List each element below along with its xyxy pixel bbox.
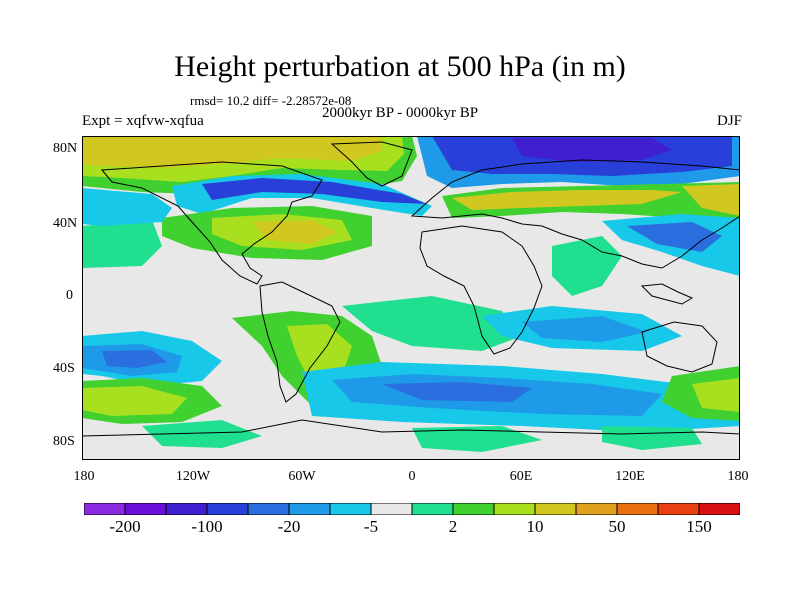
lat-label-40s: 40S (53, 361, 75, 376)
lon-label-60e: 60E (509, 469, 533, 484)
field-arctic-gold (82, 136, 382, 168)
colorbar-label: 2 (448, 517, 458, 536)
field-antarctic-teal (142, 420, 262, 448)
colorbar-swatch (411, 503, 454, 515)
colorbar-swatch (124, 503, 167, 515)
field-sw-pacific-lime (82, 386, 187, 416)
colorbar-swatch (165, 503, 208, 515)
map-subtitle: 2000kyr BP - 0000kyr BP (321, 105, 479, 121)
lon-label-180e: 180 (727, 469, 749, 484)
field-se-pacific-lime (692, 378, 740, 412)
colorbar-label: -100 (191, 517, 223, 536)
lat-label-40n: 40N (53, 216, 78, 231)
lon-label-120w: 120W (175, 469, 211, 484)
height-perturbation-map (82, 136, 740, 460)
field-eurasia-yellow (452, 190, 682, 210)
colorbar-swatch (575, 503, 618, 515)
colorbar-swatch (329, 503, 372, 515)
colorbar-swatch (616, 503, 659, 515)
coast-greenland (330, 141, 413, 187)
colorbar-swatch (84, 503, 126, 515)
field-siberia-dark (512, 138, 672, 162)
map-title: Height perturbation at 500 hPa (in m) (174, 50, 626, 83)
lat-label-0: 0 (66, 288, 73, 303)
colorbar-label: -5 (363, 517, 379, 536)
field-south-indian-blue (522, 316, 647, 342)
field-south-pacific-blue (102, 350, 167, 368)
coast-north-america (100, 161, 323, 285)
colorbar-label: 10 (526, 517, 544, 536)
stats-line: rmsd= 10.2 diff= -2.28572e-08 (190, 93, 352, 108)
colorbar-swatch (288, 503, 331, 515)
field-ne-pacific-yellow (682, 184, 740, 216)
field-na-blue (202, 178, 427, 204)
coast-australia (641, 321, 718, 373)
colorbar-swatch (452, 503, 495, 515)
coast-maritime-continent (640, 283, 694, 305)
colorbar-swatch (370, 503, 413, 515)
field-south-america-teal (342, 296, 522, 351)
colorbar-label: 50 (608, 517, 626, 536)
field-pacific-cyan (82, 188, 172, 226)
field-pacific-teal (82, 220, 162, 268)
field-atlantic-gold (252, 220, 337, 244)
lon-label-180w: 180 (73, 469, 95, 484)
field-antarctic-teal-3 (602, 426, 702, 450)
colorbar-swatch (206, 503, 249, 515)
colorbar-label: 150 (686, 517, 712, 536)
colorbar-swatch (698, 503, 740, 515)
colorbar (84, 503, 740, 515)
coast-europe-asia (410, 159, 740, 269)
lon-label-0: 0 (408, 469, 416, 484)
coast-antarctica (82, 419, 740, 437)
colorbar-label: -20 (277, 517, 301, 536)
colorbar-swatch (493, 503, 536, 515)
lon-label-120e: 120E (615, 469, 645, 484)
field-southern-deep (382, 382, 532, 402)
lat-label-80n: 80N (53, 141, 78, 156)
field-east-asia-blue (627, 222, 722, 252)
coastlines (82, 141, 740, 437)
coast-africa (419, 225, 543, 355)
colorbar-swatch (534, 503, 577, 515)
experiment-label: Expt = xqfvw-xqfua (82, 113, 204, 129)
colorbar-label: -200 (109, 517, 141, 536)
field-indian-green (552, 236, 622, 296)
field-antarctic-teal-2 (412, 426, 542, 452)
season-label: DJF (716, 113, 742, 129)
lat-label-80s: 80S (53, 434, 75, 449)
colorbar-swatch (247, 503, 290, 515)
map-frame (82, 136, 740, 460)
coast-south-america (259, 281, 341, 403)
colorbar-swatch (657, 503, 700, 515)
lon-label-60w: 60W (288, 469, 316, 484)
